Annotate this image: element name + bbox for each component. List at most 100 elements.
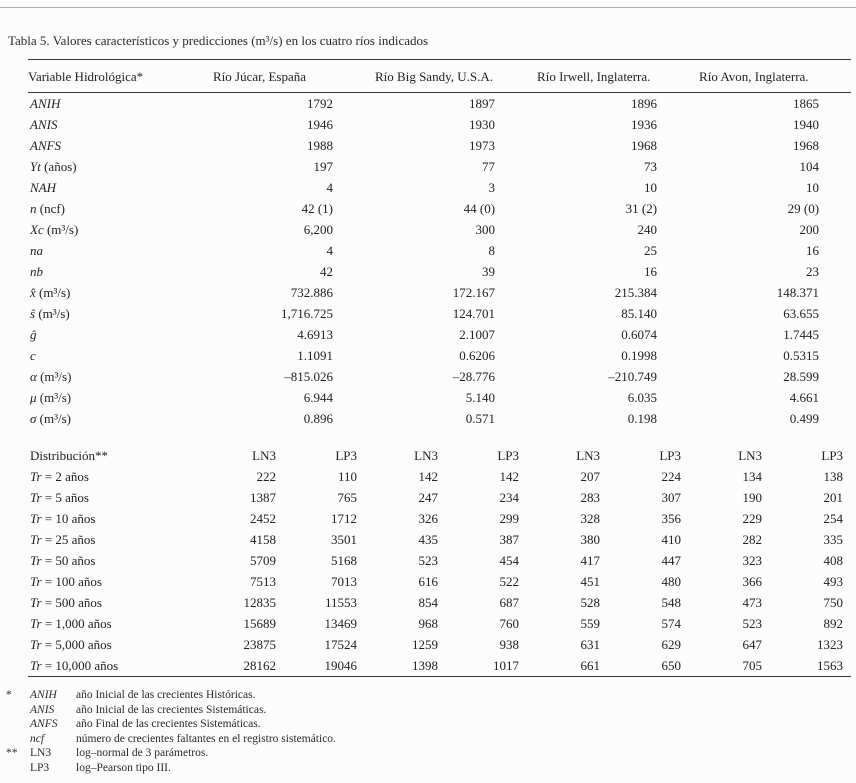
- row-label: ANFS: [30, 138, 62, 153]
- table-row: x̂ (m³/s) 732.886 172.167 215.384 148.371: [28, 282, 851, 303]
- value-cell: 282: [742, 532, 763, 547]
- value-cell: 1323: [817, 637, 844, 652]
- row-label: Tr = 2 años: [30, 469, 89, 484]
- footnotes: * ANIH año Inicial de las crecientes Histó…: [6, 688, 850, 776]
- table-row: Tr = 10,000 años 28162 19046 1398 1017 661 650…: [28, 655, 851, 677]
- row-label: ANIH: [30, 96, 61, 111]
- row-label: Tr = 25 años: [30, 532, 96, 547]
- row-label: nb: [30, 264, 43, 279]
- value-cell: 1897: [469, 96, 496, 111]
- value-cell: 3501: [331, 532, 358, 547]
- value-cell: 559: [580, 616, 601, 631]
- distribution-subheader: LP3: [335, 448, 358, 463]
- footnote-row: ANIS año Inicial de las crecientes Sistem…: [6, 703, 850, 718]
- table-row: Xc (m³/s) 6,200 300 240 200: [28, 219, 851, 240]
- value-cell: 1259: [412, 637, 439, 652]
- table-row: μ (m³/s) 6.944 5.140 6.035 4.661: [28, 387, 851, 408]
- distribution-subheader: LN3: [738, 448, 763, 463]
- row-label: Distribución**: [30, 448, 108, 463]
- value-cell: 650: [661, 658, 682, 673]
- value-cell: 1563: [817, 658, 844, 673]
- value-cell: 77: [482, 159, 496, 174]
- table-caption-text: Tabla 5. Valores característicos y predi…: [8, 33, 429, 48]
- value-cell: 1712: [331, 511, 358, 526]
- spacer-cell: [28, 429, 851, 445]
- table-row: α (m³/s) –815.026 –28.776 –210.749 28.599: [28, 366, 851, 387]
- value-cell: 335: [823, 532, 844, 547]
- footnote-text: año Inicial de las crecientes Históricas…: [76, 689, 256, 701]
- distribution-subheader: LP3: [659, 448, 682, 463]
- value-cell: 207: [580, 469, 601, 484]
- value-cell: 172.167: [452, 285, 496, 300]
- distribution-subheader: LN3: [252, 448, 276, 463]
- value-cell: 1.7445: [783, 327, 820, 342]
- value-cell: 134: [742, 469, 763, 484]
- table-row: ANIS 1946 1930 1936 1940: [28, 114, 851, 135]
- value-cell: 142: [418, 469, 439, 484]
- footnote-row: ** LN3 log–normal de 3 parámetros.: [6, 746, 850, 761]
- footnote-term: ncf: [30, 732, 45, 745]
- value-cell: 8: [488, 243, 496, 258]
- distribution-subheader: LP3: [497, 448, 520, 463]
- value-cell: 17524: [324, 637, 358, 652]
- column-header-variable: Variable Hidrológica*: [28, 69, 144, 84]
- footnote-text: log–normal de 3 parámetros.: [76, 747, 209, 760]
- value-cell: 0.5315: [783, 348, 820, 363]
- value-cell: 480: [661, 574, 682, 589]
- row-label: α (m³/s): [30, 369, 72, 384]
- value-cell: 523: [742, 616, 763, 631]
- header-row: Variable Hidrológica* Río Júcar, España Rí…: [28, 60, 852, 93]
- footnote-term: LN3: [30, 747, 52, 760]
- value-cell: 750: [823, 595, 844, 610]
- value-cell: 11553: [324, 595, 358, 610]
- value-cell: 1387: [250, 490, 276, 505]
- value-cell: 1,716.725: [281, 306, 334, 321]
- value-cell: 1930: [469, 117, 496, 132]
- value-cell: 454: [499, 553, 520, 568]
- value-cell: 44 (0): [463, 201, 496, 216]
- value-cell: 224: [661, 469, 682, 484]
- value-cell: 326: [418, 511, 439, 526]
- value-cell: 16: [806, 243, 820, 258]
- value-cell: 366: [742, 574, 763, 589]
- value-cell: 200: [799, 222, 820, 237]
- value-cell: 215.384: [614, 285, 658, 300]
- value-cell: 1988: [307, 138, 334, 153]
- value-cell: 356: [661, 511, 682, 526]
- table-row: ANIH 1792 1897 1896 1865: [28, 93, 851, 115]
- value-cell: 4.6913: [297, 327, 334, 342]
- table-row: Tr = 50 años 5709 5168 523 454 417 447 323 408: [28, 550, 851, 571]
- table-row: ŝ (m³/s) 1,716.725 124.701 85.140 63.655: [28, 303, 851, 324]
- value-cell: 616: [418, 574, 439, 589]
- row-label: Tr = 5,000 años: [30, 637, 112, 652]
- value-cell: 13469: [324, 616, 358, 631]
- value-cell: 247: [418, 490, 439, 505]
- value-cell: 124.701: [452, 306, 496, 321]
- footnote-marker: [6, 732, 30, 747]
- value-cell: 222: [256, 469, 277, 484]
- value-cell: 7513: [250, 574, 276, 589]
- row-label: n (ncf): [30, 201, 66, 216]
- value-cell: 0.1998: [621, 348, 658, 363]
- table-row: σ (m³/s) 0.896 0.571 0.198 0.499: [28, 408, 851, 429]
- row-label: Tr = 5 años: [30, 490, 89, 505]
- row-label: NAH: [30, 180, 56, 195]
- table-row: Yt (años) 197 77 73 104: [28, 156, 851, 177]
- value-cell: 732.886: [290, 285, 334, 300]
- section-spacer: [28, 429, 851, 445]
- value-cell: 0.896: [303, 411, 334, 426]
- value-cell: 661: [580, 658, 601, 673]
- value-cell: 328: [580, 511, 601, 526]
- row-label: Xc (m³/s): [30, 222, 79, 237]
- value-cell: 528: [580, 595, 601, 610]
- value-cell: 6.944: [303, 390, 334, 405]
- value-cell: 39: [482, 264, 496, 279]
- table-row: ANFS 1988 1973 1968 1968: [28, 135, 851, 156]
- value-cell: 380: [580, 532, 601, 547]
- row-label: na: [30, 243, 43, 258]
- value-cell: 387: [499, 532, 520, 547]
- value-cell: 42: [320, 264, 334, 279]
- value-cell: –815.026: [284, 369, 334, 384]
- footnote-row: LP3 log–Pearson tipo III.: [6, 761, 850, 776]
- value-cell: 4158: [250, 532, 276, 547]
